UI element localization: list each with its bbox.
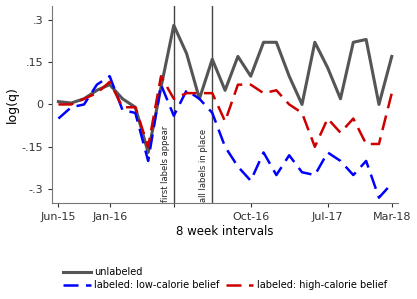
Text: first labels appear: first labels appear	[161, 126, 170, 202]
Y-axis label: log(q): log(q)	[5, 86, 18, 123]
Text: all labels in place: all labels in place	[199, 129, 208, 202]
X-axis label: 8 week intervals: 8 week intervals	[176, 225, 274, 238]
Legend: unlabeled, labeled: low-calorie belief, , labeled: high-calorie belief: unlabeled, labeled: low-calorie belief, …	[59, 263, 391, 294]
